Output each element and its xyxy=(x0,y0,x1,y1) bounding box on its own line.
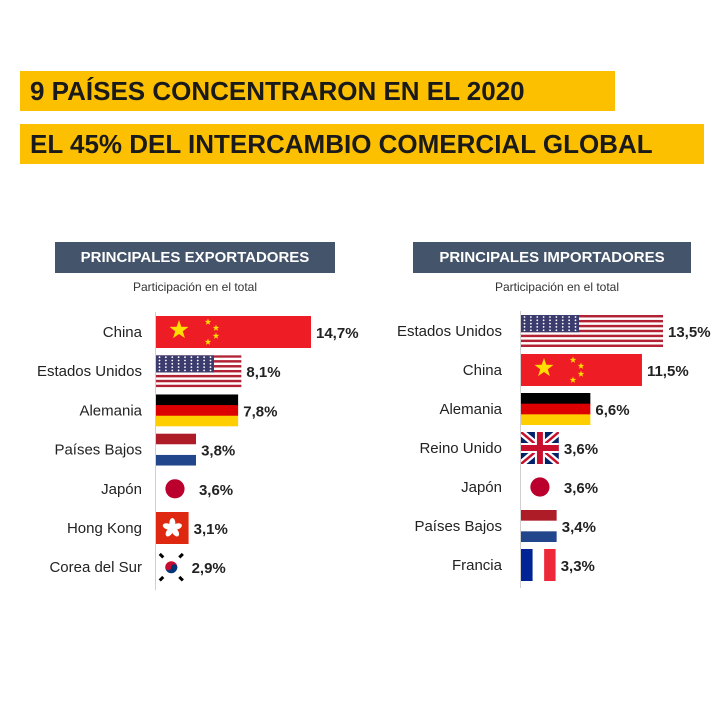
value-label: 3,1% xyxy=(194,521,228,538)
value-label: 3,6% xyxy=(199,482,233,499)
value-label: 3,3% xyxy=(561,558,595,575)
category-label: Alemania xyxy=(439,401,502,418)
bar-germany xyxy=(521,393,591,425)
importers-header: PRINCIPALES IMPORTADORES xyxy=(413,242,691,273)
exp-bars: China 14,7% Estados Unidos 8,1% Alemania 7,8%… xyxy=(37,312,359,591)
bar-netherlands xyxy=(156,433,197,466)
value-label: 7,8% xyxy=(243,403,277,420)
bar-germany xyxy=(156,394,239,427)
category-label: China xyxy=(103,324,143,341)
bar-uk xyxy=(521,432,559,464)
bar-korea xyxy=(156,551,187,584)
category-label: Países Bajos xyxy=(414,518,502,535)
bar-china xyxy=(156,316,311,348)
category-label: Corea del Sur xyxy=(49,559,142,576)
bar-france xyxy=(521,549,556,581)
exporters-header: PRINCIPALES EXPORTADORES xyxy=(55,242,335,273)
bar-japan xyxy=(521,471,559,503)
category-label: Japón xyxy=(101,481,142,498)
title-line-2: EL 45% DEL INTERCAMBIO COMERCIAL GLOBAL xyxy=(20,124,704,164)
value-label: 13,5% xyxy=(668,324,711,341)
category-label: Estados Unidos xyxy=(37,363,142,380)
value-label: 3,4% xyxy=(562,519,596,536)
bar-hongkong xyxy=(156,512,189,544)
value-label: 8,1% xyxy=(246,364,280,381)
bar-china xyxy=(521,354,642,386)
bar-usa xyxy=(521,315,663,347)
category-label: China xyxy=(463,362,503,379)
category-label: Japón xyxy=(461,479,502,496)
category-label: Reino Unido xyxy=(419,440,502,457)
title-line-1: 9 PAÍSES CONCENTRARON EN EL 2020 xyxy=(20,71,615,111)
value-label: 3,8% xyxy=(201,443,235,460)
value-label: 14,7% xyxy=(316,325,359,342)
category-label: Francia xyxy=(452,557,503,574)
value-label: 6,6% xyxy=(595,402,629,419)
bar-netherlands xyxy=(521,510,557,542)
bar-usa xyxy=(156,355,242,388)
category-label: Países Bajos xyxy=(54,442,142,459)
exporters-subtitle: Participación en el total xyxy=(132,280,258,294)
bar-japan xyxy=(156,472,194,505)
importers-subtitle: Participación en el total xyxy=(494,280,620,294)
value-label: 3,6% xyxy=(564,480,598,497)
imp-bars: Estados Unidos 13,5% China 11,5% Alemania 6,6… xyxy=(397,311,711,588)
category-label: Estados Unidos xyxy=(397,323,502,340)
value-label: 3,6% xyxy=(564,441,598,458)
value-label: 11,5% xyxy=(647,363,689,380)
category-label: Alemania xyxy=(79,402,142,419)
value-label: 2,9% xyxy=(192,560,226,577)
category-label: Hong Kong xyxy=(67,520,142,537)
